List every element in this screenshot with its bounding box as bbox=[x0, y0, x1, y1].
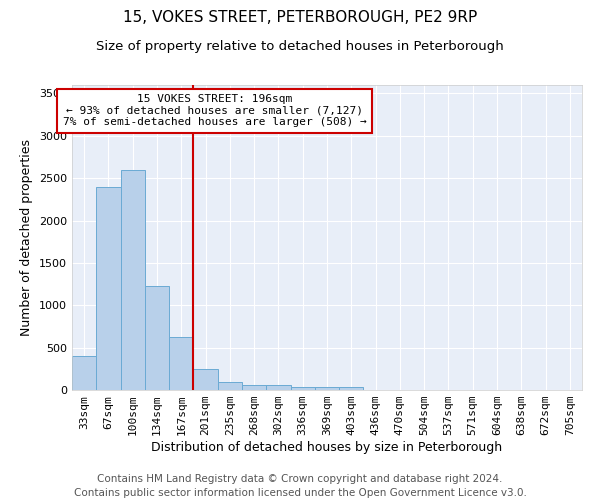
Text: 15 VOKES STREET: 196sqm
← 93% of detached houses are smaller (7,127)
7% of semi-: 15 VOKES STREET: 196sqm ← 93% of detache… bbox=[63, 94, 367, 128]
Bar bbox=[96, 186, 121, 390]
Bar bbox=[121, 170, 145, 390]
Y-axis label: Number of detached properties: Number of detached properties bbox=[20, 139, 34, 336]
Bar bbox=[242, 385, 266, 390]
Bar bbox=[169, 336, 193, 390]
X-axis label: Distribution of detached houses by size in Peterborough: Distribution of detached houses by size … bbox=[151, 441, 503, 454]
Bar bbox=[339, 388, 364, 390]
Text: Contains HM Land Registry data © Crown copyright and database right 2024.
Contai: Contains HM Land Registry data © Crown c… bbox=[74, 474, 526, 498]
Bar bbox=[315, 386, 339, 390]
Text: Size of property relative to detached houses in Peterborough: Size of property relative to detached ho… bbox=[96, 40, 504, 53]
Bar bbox=[145, 286, 169, 390]
Bar bbox=[266, 385, 290, 390]
Bar bbox=[290, 386, 315, 390]
Text: 15, VOKES STREET, PETERBOROUGH, PE2 9RP: 15, VOKES STREET, PETERBOROUGH, PE2 9RP bbox=[123, 10, 477, 25]
Bar bbox=[72, 356, 96, 390]
Bar bbox=[193, 369, 218, 390]
Bar bbox=[218, 382, 242, 390]
